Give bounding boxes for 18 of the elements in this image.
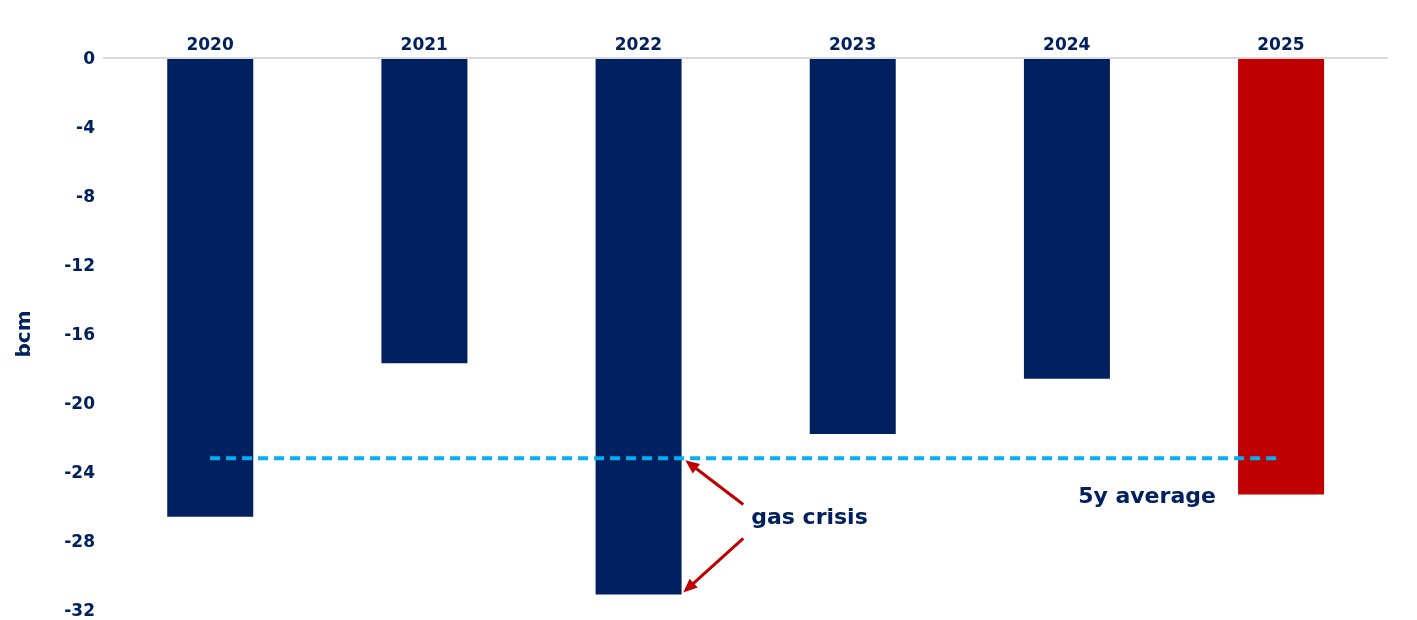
y-tick-label: -28 — [64, 531, 95, 552]
y-tick-label: -4 — [76, 117, 96, 138]
x-tick-label: 2024 — [1043, 34, 1091, 54]
annotation: gas crisis — [751, 504, 868, 530]
x-tick-label: 2020 — [186, 34, 234, 54]
y-tick-label: -24 — [64, 462, 96, 483]
y-tick-label: -20 — [64, 393, 96, 414]
ref-line-label: 5y average — [1078, 483, 1216, 509]
y-tick-label: -8 — [76, 186, 95, 207]
y-tick-label: -12 — [64, 255, 95, 276]
x-tick-label: 2021 — [400, 34, 448, 54]
y-tick-label: -32 — [64, 600, 95, 620]
y-tick-label: -16 — [64, 324, 95, 345]
x-tick-label: 2025 — [1257, 34, 1305, 54]
x-tick-label: 2023 — [828, 34, 877, 54]
x-tick-label: 2022 — [614, 34, 663, 54]
y-tick-label: 0 — [83, 48, 96, 69]
y-axis-title: bcm — [11, 310, 36, 358]
